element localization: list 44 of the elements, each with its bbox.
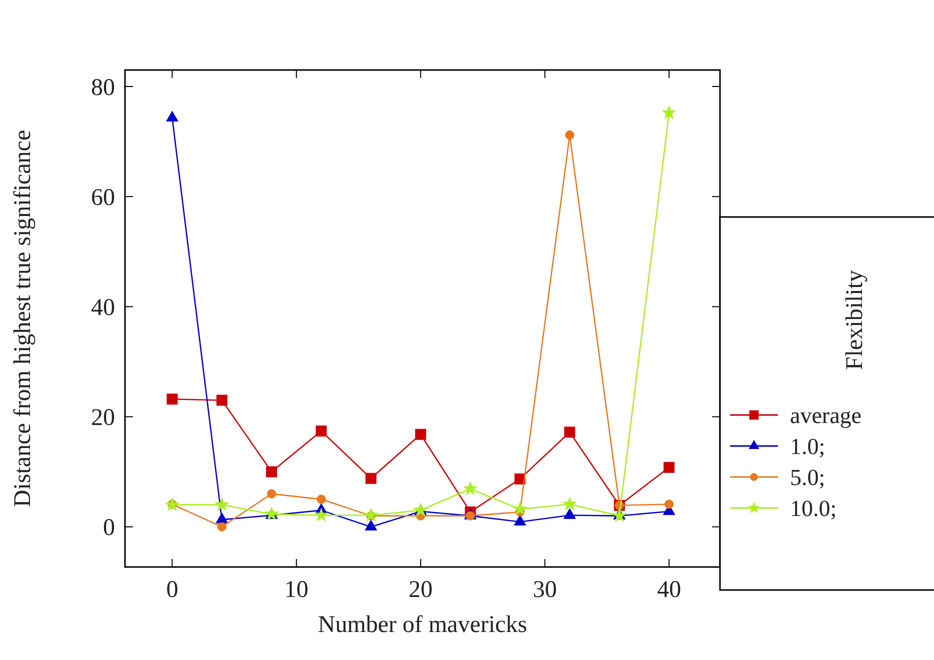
point <box>364 520 378 530</box>
point <box>564 426 576 438</box>
point <box>266 466 278 478</box>
point <box>216 394 228 406</box>
x-tick-label: 20 <box>408 577 433 603</box>
legend-label: average <box>790 403 862 428</box>
point <box>564 508 576 519</box>
point <box>266 489 276 498</box>
y-tick-label: 40 <box>91 295 115 322</box>
point <box>565 130 574 140</box>
x-tick-label: 0 <box>166 577 178 603</box>
x-tick-label: 30 <box>532 577 557 603</box>
point <box>216 512 228 524</box>
x-tick-label: 10 <box>284 577 308 603</box>
point <box>512 502 528 516</box>
point <box>316 426 327 437</box>
point <box>365 472 376 484</box>
point <box>214 497 230 511</box>
legend-label: 1.0; <box>790 434 826 460</box>
point <box>217 522 227 532</box>
point <box>664 500 674 509</box>
y-tick-label: 20 <box>91 405 115 432</box>
point <box>612 508 627 522</box>
x-axis-title: Number of mavericks <box>318 612 528 638</box>
legend-label: 5.0; <box>790 465 826 490</box>
point <box>316 494 326 504</box>
point <box>466 511 475 520</box>
point <box>166 394 178 405</box>
point <box>562 496 577 510</box>
y-axis-title: Distance from highest true significance <box>10 130 36 508</box>
y-tick-label: 80 <box>91 74 115 101</box>
point <box>463 481 478 496</box>
point <box>514 514 526 526</box>
legend-label: 10.0; <box>790 496 837 522</box>
legend-title: Flexibility <box>842 270 868 370</box>
y-tick-label: 0 <box>103 515 115 542</box>
point <box>664 462 675 473</box>
point <box>415 428 426 440</box>
x-tick-label: 40 <box>657 577 682 603</box>
y-tick-label: 60 <box>91 184 115 211</box>
point <box>364 508 378 522</box>
point <box>165 497 180 511</box>
point <box>314 508 328 522</box>
point <box>662 105 676 120</box>
